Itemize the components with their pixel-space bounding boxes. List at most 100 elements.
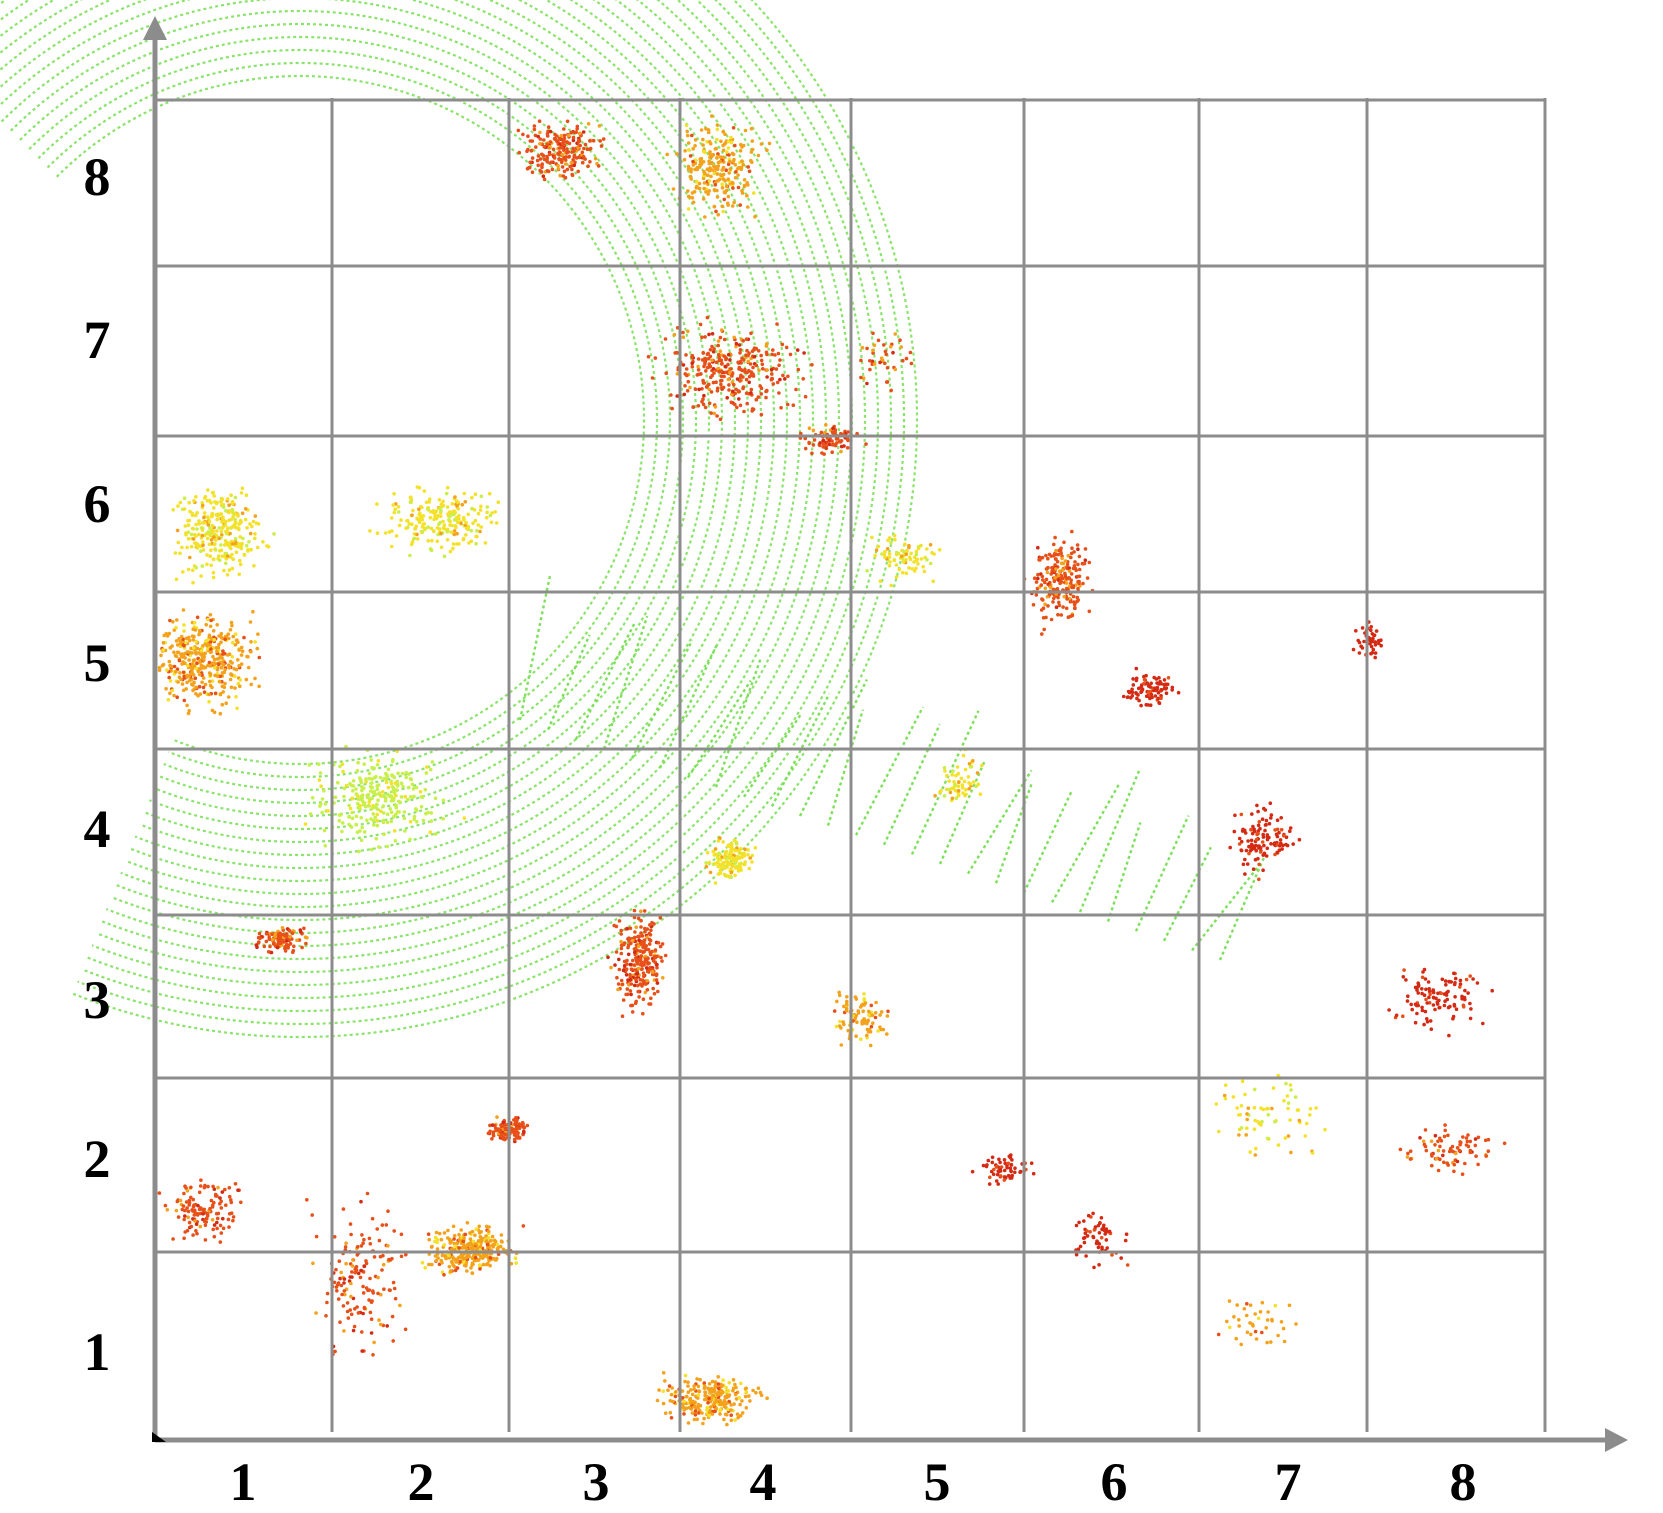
point [190,513,195,518]
point [481,1262,486,1267]
point [652,991,657,996]
point [663,337,668,341]
point [719,139,723,144]
point [172,650,176,655]
point [244,677,249,682]
point [235,544,240,549]
point [861,376,866,381]
point [1468,1001,1472,1006]
point [396,771,400,776]
point [356,1311,361,1315]
point [1451,1016,1455,1021]
point [641,982,645,986]
point [287,928,292,933]
point [186,1209,191,1214]
point [691,147,695,151]
point [1289,1088,1293,1092]
point [898,338,902,343]
point [752,191,756,195]
point [902,550,906,554]
point [381,790,385,794]
ground-streak [1162,846,1212,942]
point [1490,988,1494,993]
point [221,525,225,529]
point [188,555,192,560]
point [217,642,221,647]
point [856,1009,860,1013]
point [1245,1112,1249,1116]
point [216,645,221,650]
point [227,568,232,572]
point [1468,1148,1473,1153]
point [726,1389,731,1393]
point [736,173,740,177]
point [1424,997,1428,1002]
point [360,1330,364,1334]
point [401,784,405,789]
point [705,850,710,855]
ground-streak [714,657,763,788]
point [991,1172,996,1177]
point [1231,1095,1236,1099]
point [475,534,479,539]
point [486,1236,491,1240]
point [388,1288,392,1293]
point [691,405,696,409]
point [1150,695,1154,700]
point [743,1394,748,1399]
point [546,125,551,129]
point [1476,1162,1480,1167]
point [1138,686,1142,690]
point [224,561,228,566]
point [839,1026,843,1030]
point [894,575,899,579]
ground-streak [966,769,1033,875]
point [478,1267,482,1271]
point [703,1390,708,1395]
point [722,142,727,146]
point [631,938,635,943]
point [392,829,397,833]
point [257,655,262,660]
point [738,1414,743,1418]
point [873,1015,878,1020]
point [353,1267,358,1271]
point [1473,1137,1478,1141]
point [705,1405,710,1410]
point [536,163,540,168]
point [392,1229,397,1233]
point [383,799,388,803]
point [248,620,253,624]
point [168,663,172,668]
point [376,1275,380,1280]
point [542,177,547,182]
point [1083,1231,1088,1236]
point [457,1246,461,1250]
point [178,1198,183,1203]
point [1486,1149,1491,1153]
point [1484,1154,1488,1158]
point [734,344,738,349]
point [423,1266,428,1270]
point [200,564,205,568]
point [988,1175,992,1180]
point [636,989,640,994]
point [626,943,631,947]
point [641,974,646,979]
point [1085,576,1090,580]
point [716,864,720,869]
point [1051,600,1055,604]
point [381,818,386,823]
point [434,1230,439,1235]
point [718,417,723,422]
point [191,638,196,642]
point [340,1292,344,1297]
point [211,570,216,575]
point [264,932,269,936]
point [637,934,642,939]
point [724,188,729,193]
point [490,1234,495,1239]
point [1155,685,1160,690]
point [878,1025,882,1029]
point [200,680,204,685]
